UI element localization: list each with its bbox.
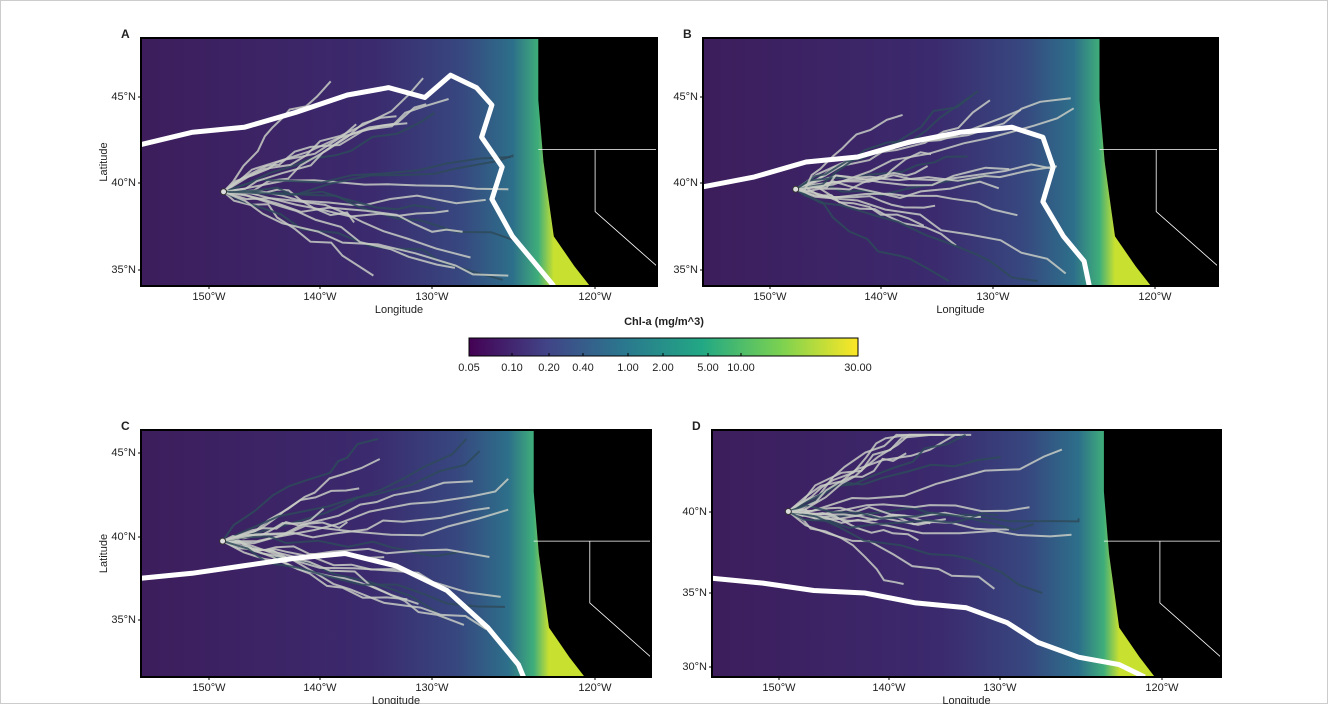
x-tick-label: 130°W: [983, 682, 1017, 694]
figure: A 45°N 40°N 35°N 150°W 140°W 130°W 120°W Longitu…: [0, 0, 1328, 704]
release-site: [221, 189, 227, 195]
y-tick-label: 30°N: [682, 661, 707, 673]
colorbar-tick-label: 0.40: [572, 362, 593, 374]
x-tick-label: 130°W: [976, 291, 1010, 303]
x-axis-label: Longitude: [372, 695, 420, 704]
panel-letter: D: [692, 419, 701, 433]
x-tick-label: 120°W: [1145, 682, 1179, 694]
colorbar-tick-label: 1.00: [617, 362, 638, 374]
x-tick-label: 150°W: [753, 291, 787, 303]
x-tick-label: 120°W: [1138, 291, 1172, 303]
x-tick-label: 150°W: [192, 682, 226, 694]
y-tick-label: 35°N: [673, 264, 698, 276]
map-panel: [712, 430, 1221, 677]
y-tick-label: 45°N: [111, 91, 136, 103]
panel-letter: A: [121, 27, 130, 41]
y-tick-label: 40°N: [111, 531, 136, 543]
y-tick-label: 35°N: [111, 264, 136, 276]
x-axis-label: Longitude: [942, 695, 990, 704]
x-tick-label: 120°W: [578, 291, 612, 303]
y-tick-label: 40°N: [682, 506, 707, 518]
colorbar-tick-label: 10.00: [727, 362, 755, 374]
release-site: [793, 186, 799, 192]
x-tick-label: 150°W: [192, 291, 226, 303]
x-tick-label: 150°W: [762, 682, 796, 694]
colorbar-tick-label: 30.00: [844, 362, 872, 374]
colorbar-tick-label: 2.00: [652, 362, 673, 374]
map-panel: [141, 38, 657, 286]
map-panel: [141, 430, 651, 677]
release-site: [220, 538, 226, 544]
y-tick-label: 40°N: [673, 177, 698, 189]
colorbar-tick-label: 5.00: [697, 362, 718, 374]
y-axis-label: Latitude: [98, 534, 110, 573]
x-tick-label: 120°W: [578, 682, 612, 694]
y-tick-label: 45°N: [111, 447, 136, 459]
x-tick-label: 140°W: [303, 291, 337, 303]
y-axis-label: Latitude: [98, 142, 110, 181]
x-axis-label: Longitude: [936, 304, 984, 316]
x-tick-label: 140°W: [872, 682, 906, 694]
y-tick-label: 45°N: [673, 91, 698, 103]
panel-letter: C: [121, 419, 130, 433]
x-tick-label: 130°W: [415, 682, 449, 694]
y-tick-label: 35°N: [111, 614, 136, 626]
release-site: [785, 509, 791, 515]
map-panel: [703, 38, 1218, 286]
colorbar-tick-label: 0.10: [501, 362, 522, 374]
colorbar-title: Chl-a (mg/m^3): [624, 316, 704, 328]
colorbar-tick-label: 0.20: [538, 362, 559, 374]
x-tick-label: 130°W: [415, 291, 449, 303]
panel-letter: B: [683, 27, 692, 41]
y-tick-label: 40°N: [111, 177, 136, 189]
y-tick-label: 35°N: [682, 587, 707, 599]
x-axis-label: Longitude: [375, 304, 423, 316]
x-tick-label: 140°W: [864, 291, 898, 303]
x-tick-label: 140°W: [303, 682, 337, 694]
colorbar-tick-label: 0.05: [458, 362, 479, 374]
